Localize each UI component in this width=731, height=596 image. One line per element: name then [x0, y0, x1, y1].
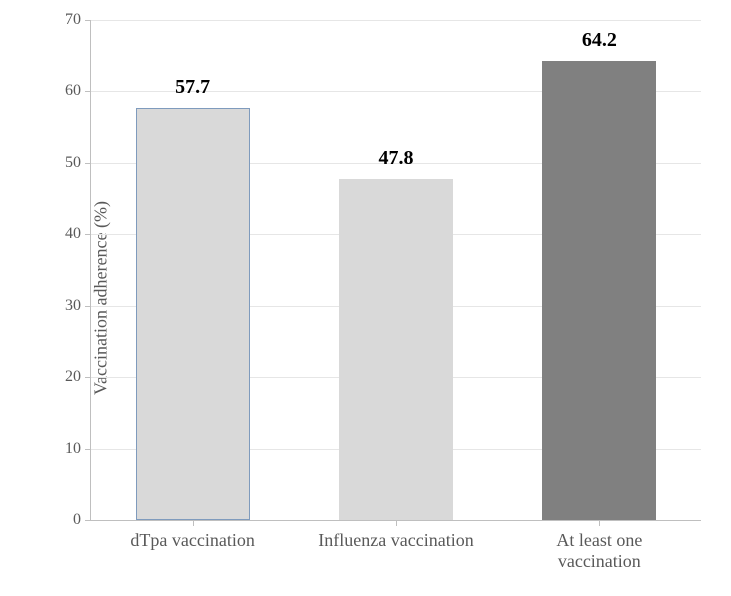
x-tick-label-line: vaccination — [556, 551, 642, 572]
y-tick-label: 60 — [65, 82, 81, 100]
bar: 57.7 — [136, 108, 250, 520]
y-tick-label: 50 — [65, 154, 81, 172]
y-tick-mark — [85, 520, 91, 521]
x-tick-mark — [396, 520, 397, 526]
x-tick-mark — [599, 520, 600, 526]
plot-area: 01020304050607057.7dTpa vaccination47.8I… — [90, 20, 701, 521]
x-tick-label-line: At least one — [556, 530, 642, 551]
y-tick-label: 70 — [65, 11, 81, 29]
bar-value-label: 64.2 — [582, 29, 617, 52]
y-tick-label: 20 — [65, 368, 81, 386]
y-tick-label: 10 — [65, 440, 81, 458]
y-tick-mark — [85, 91, 91, 92]
x-tick-mark — [193, 520, 194, 526]
bar: 64.2 — [542, 61, 656, 520]
y-tick-mark — [85, 449, 91, 450]
y-tick-mark — [85, 20, 91, 21]
y-tick-mark — [85, 306, 91, 307]
y-tick-mark — [85, 163, 91, 164]
y-tick-label: 0 — [73, 511, 81, 529]
y-tick-mark — [85, 234, 91, 235]
gridline — [91, 20, 701, 21]
bar-value-label: 57.7 — [175, 76, 210, 99]
bar: 47.8 — [339, 179, 453, 520]
x-tick-label: Influenza vaccination — [318, 530, 473, 551]
vaccination-bar-chart: Vaccination adherence (%) 01020304050607… — [0, 0, 731, 596]
x-tick-label: At least onevaccination — [556, 530, 642, 572]
x-tick-label: dTpa vaccination — [130, 530, 254, 551]
y-tick-label: 40 — [65, 225, 81, 243]
y-tick-mark — [85, 377, 91, 378]
y-tick-label: 30 — [65, 297, 81, 315]
bar-value-label: 47.8 — [378, 147, 413, 170]
